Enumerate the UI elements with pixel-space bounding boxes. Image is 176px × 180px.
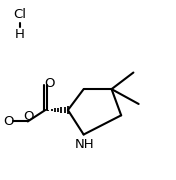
Text: O: O — [44, 77, 55, 90]
Text: Cl: Cl — [13, 8, 26, 21]
Text: H: H — [15, 28, 25, 41]
Text: O: O — [3, 115, 14, 128]
Text: NH: NH — [75, 138, 94, 151]
Text: O: O — [23, 110, 34, 123]
